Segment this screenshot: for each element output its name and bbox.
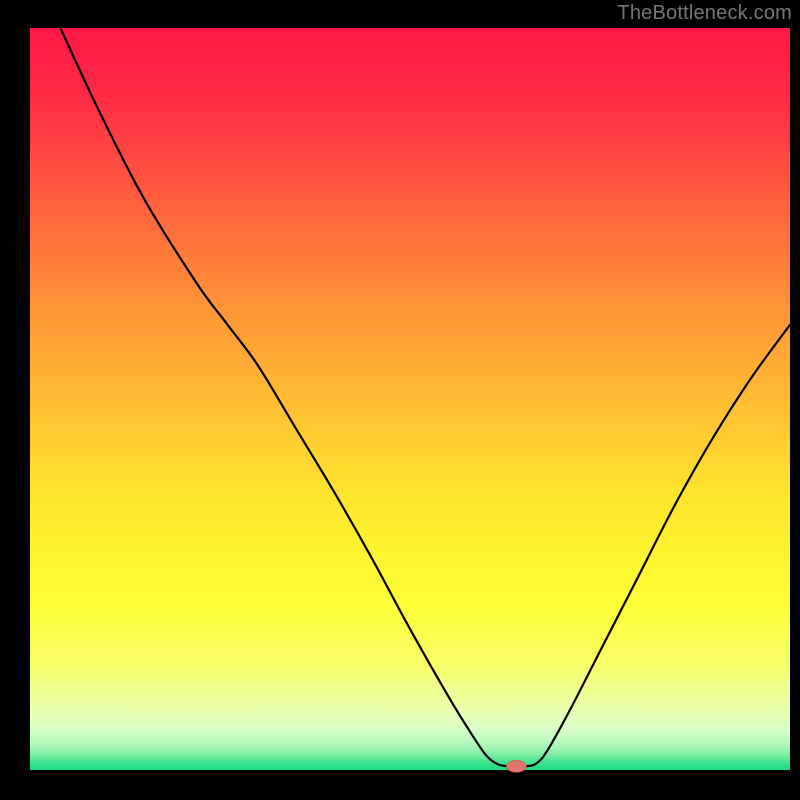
optimal-marker: [506, 760, 526, 772]
chart-plot-area: [30, 28, 790, 770]
bottleneck-chart: [0, 0, 800, 800]
watermark-label: TheBottleneck.com: [617, 2, 792, 25]
